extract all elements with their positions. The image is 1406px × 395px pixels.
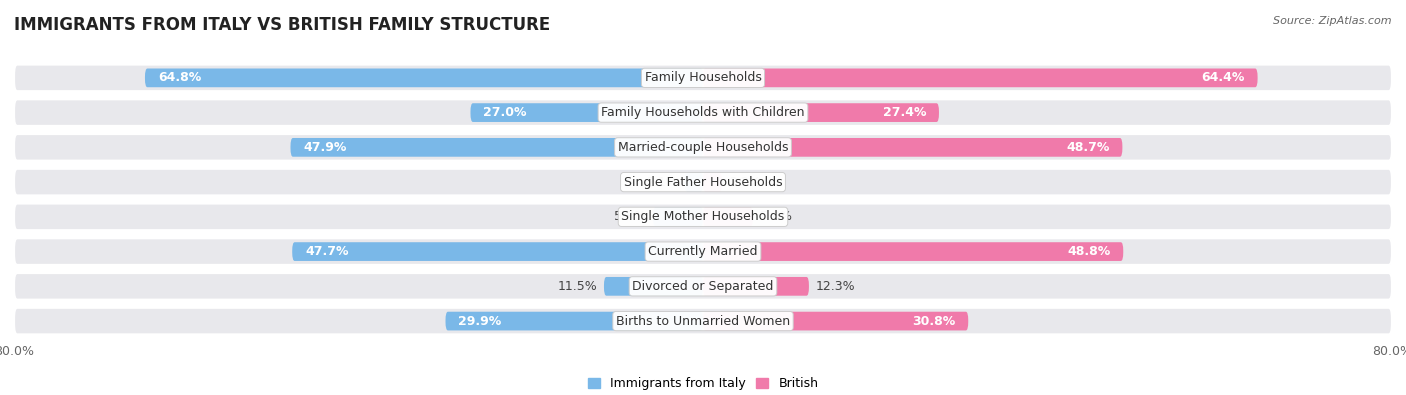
Text: 27.4%: 27.4%: [883, 106, 927, 119]
FancyBboxPatch shape: [14, 64, 1392, 91]
Text: Family Households: Family Households: [644, 71, 762, 85]
FancyBboxPatch shape: [703, 207, 754, 226]
Text: 5.8%: 5.8%: [759, 211, 792, 223]
Text: 29.9%: 29.9%: [458, 314, 502, 327]
FancyBboxPatch shape: [14, 203, 1392, 230]
FancyBboxPatch shape: [652, 207, 703, 226]
Text: 5.8%: 5.8%: [614, 211, 647, 223]
Text: 11.5%: 11.5%: [557, 280, 598, 293]
FancyBboxPatch shape: [703, 312, 969, 331]
FancyBboxPatch shape: [703, 242, 1123, 261]
FancyBboxPatch shape: [292, 242, 703, 261]
FancyBboxPatch shape: [703, 103, 939, 122]
Text: Births to Unmarried Women: Births to Unmarried Women: [616, 314, 790, 327]
FancyBboxPatch shape: [14, 308, 1392, 335]
FancyBboxPatch shape: [703, 277, 808, 296]
FancyBboxPatch shape: [14, 99, 1392, 126]
Text: IMMIGRANTS FROM ITALY VS BRITISH FAMILY STRUCTURE: IMMIGRANTS FROM ITALY VS BRITISH FAMILY …: [14, 16, 550, 34]
FancyBboxPatch shape: [14, 273, 1392, 300]
Text: 48.7%: 48.7%: [1066, 141, 1109, 154]
Text: 64.8%: 64.8%: [157, 71, 201, 85]
Text: Married-couple Households: Married-couple Households: [617, 141, 789, 154]
Text: 12.3%: 12.3%: [815, 280, 855, 293]
Text: Family Households with Children: Family Households with Children: [602, 106, 804, 119]
Text: 64.4%: 64.4%: [1201, 71, 1244, 85]
Text: 27.0%: 27.0%: [484, 106, 527, 119]
Text: 47.9%: 47.9%: [304, 141, 347, 154]
Legend: Immigrants from Italy, British: Immigrants from Italy, British: [582, 372, 824, 395]
Text: 30.8%: 30.8%: [912, 314, 955, 327]
FancyBboxPatch shape: [14, 238, 1392, 265]
FancyBboxPatch shape: [145, 68, 703, 87]
Text: Source: ZipAtlas.com: Source: ZipAtlas.com: [1274, 16, 1392, 26]
FancyBboxPatch shape: [14, 134, 1392, 161]
Text: 47.7%: 47.7%: [305, 245, 349, 258]
FancyBboxPatch shape: [471, 103, 703, 122]
FancyBboxPatch shape: [446, 312, 703, 331]
FancyBboxPatch shape: [14, 169, 1392, 196]
Text: Single Mother Households: Single Mother Households: [621, 211, 785, 223]
FancyBboxPatch shape: [605, 277, 703, 296]
FancyBboxPatch shape: [291, 138, 703, 157]
Text: Divorced or Separated: Divorced or Separated: [633, 280, 773, 293]
Text: Single Father Households: Single Father Households: [624, 176, 782, 188]
Text: 48.8%: 48.8%: [1067, 245, 1111, 258]
FancyBboxPatch shape: [685, 173, 703, 192]
Text: Currently Married: Currently Married: [648, 245, 758, 258]
FancyBboxPatch shape: [703, 138, 1122, 157]
Text: 2.1%: 2.1%: [647, 176, 678, 188]
Text: 2.2%: 2.2%: [728, 176, 761, 188]
FancyBboxPatch shape: [703, 68, 1257, 87]
FancyBboxPatch shape: [703, 173, 721, 192]
